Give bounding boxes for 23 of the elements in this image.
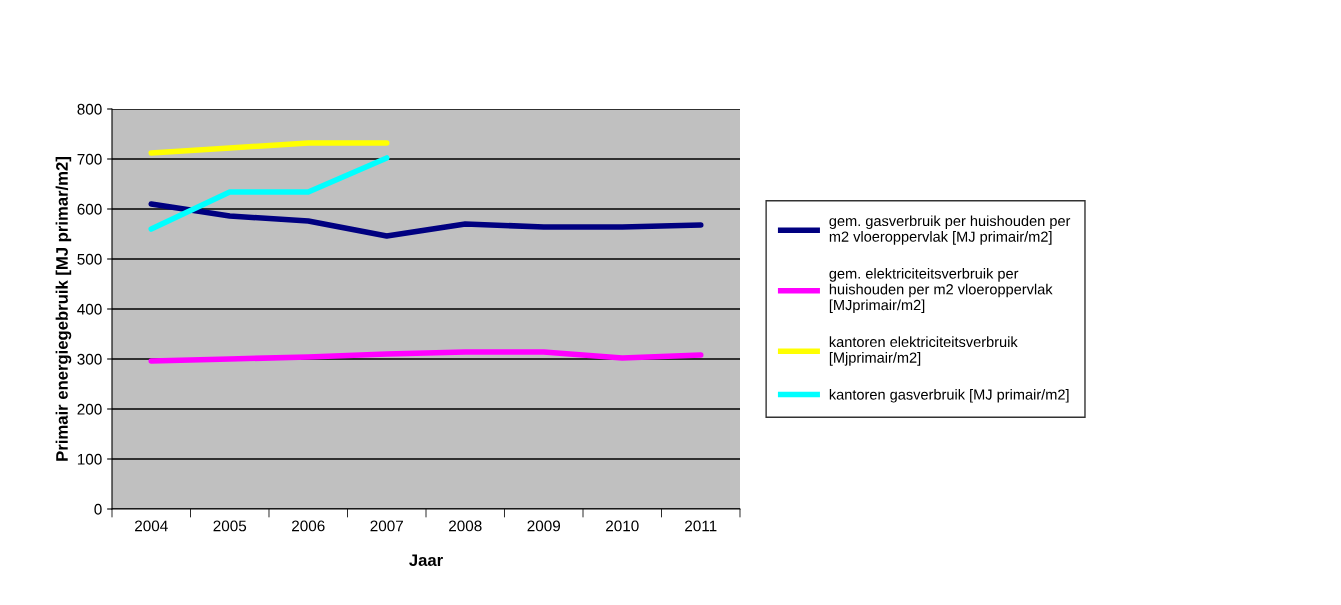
x-tick-label: 2010 (606, 520, 639, 532)
y-tick-label: 100 (77, 453, 102, 465)
x-tick-label: 2009 (527, 520, 561, 532)
x-axis-title: Jaar (409, 554, 443, 567)
x-tick-label: 2008 (449, 520, 482, 532)
x-tick-label: 2006 (292, 520, 325, 532)
y-tick-label: 600 (77, 203, 102, 215)
x-tick-label: 2007 (370, 520, 403, 532)
y-tick-label: 700 (77, 153, 102, 165)
y-tick-label: 400 (77, 303, 102, 315)
y-axis-title: Primair energiegebruik [MJ primar/m2] (55, 157, 72, 461)
legend-label: kantoren gasverbruik [MJ primair/m2] (829, 389, 1069, 403)
y-tick-label: 300 (77, 353, 102, 365)
legend-label: kantoren elektriciteitsverbruik [Mjprimair/m2] (829, 336, 1018, 366)
legend-label: gem. gasverbruik per huishouden per m2 vloeroppervlak [MJ primair/m2] (829, 215, 1071, 245)
y-tick-label: 800 (77, 103, 102, 115)
x-tick-label: 2011 (685, 520, 717, 532)
y-tick-label: 200 (77, 403, 102, 415)
y-tick-label: 500 (77, 253, 102, 265)
x-tick-label: 2005 (213, 520, 247, 532)
y-tick-label: 0 (94, 503, 102, 515)
legend-label: gem. elektriciteitsverbruik per huishouden per m2 vloeroppervlak [MJprimair/m2] (829, 268, 1053, 314)
x-tick-label: 2004 (135, 520, 168, 532)
